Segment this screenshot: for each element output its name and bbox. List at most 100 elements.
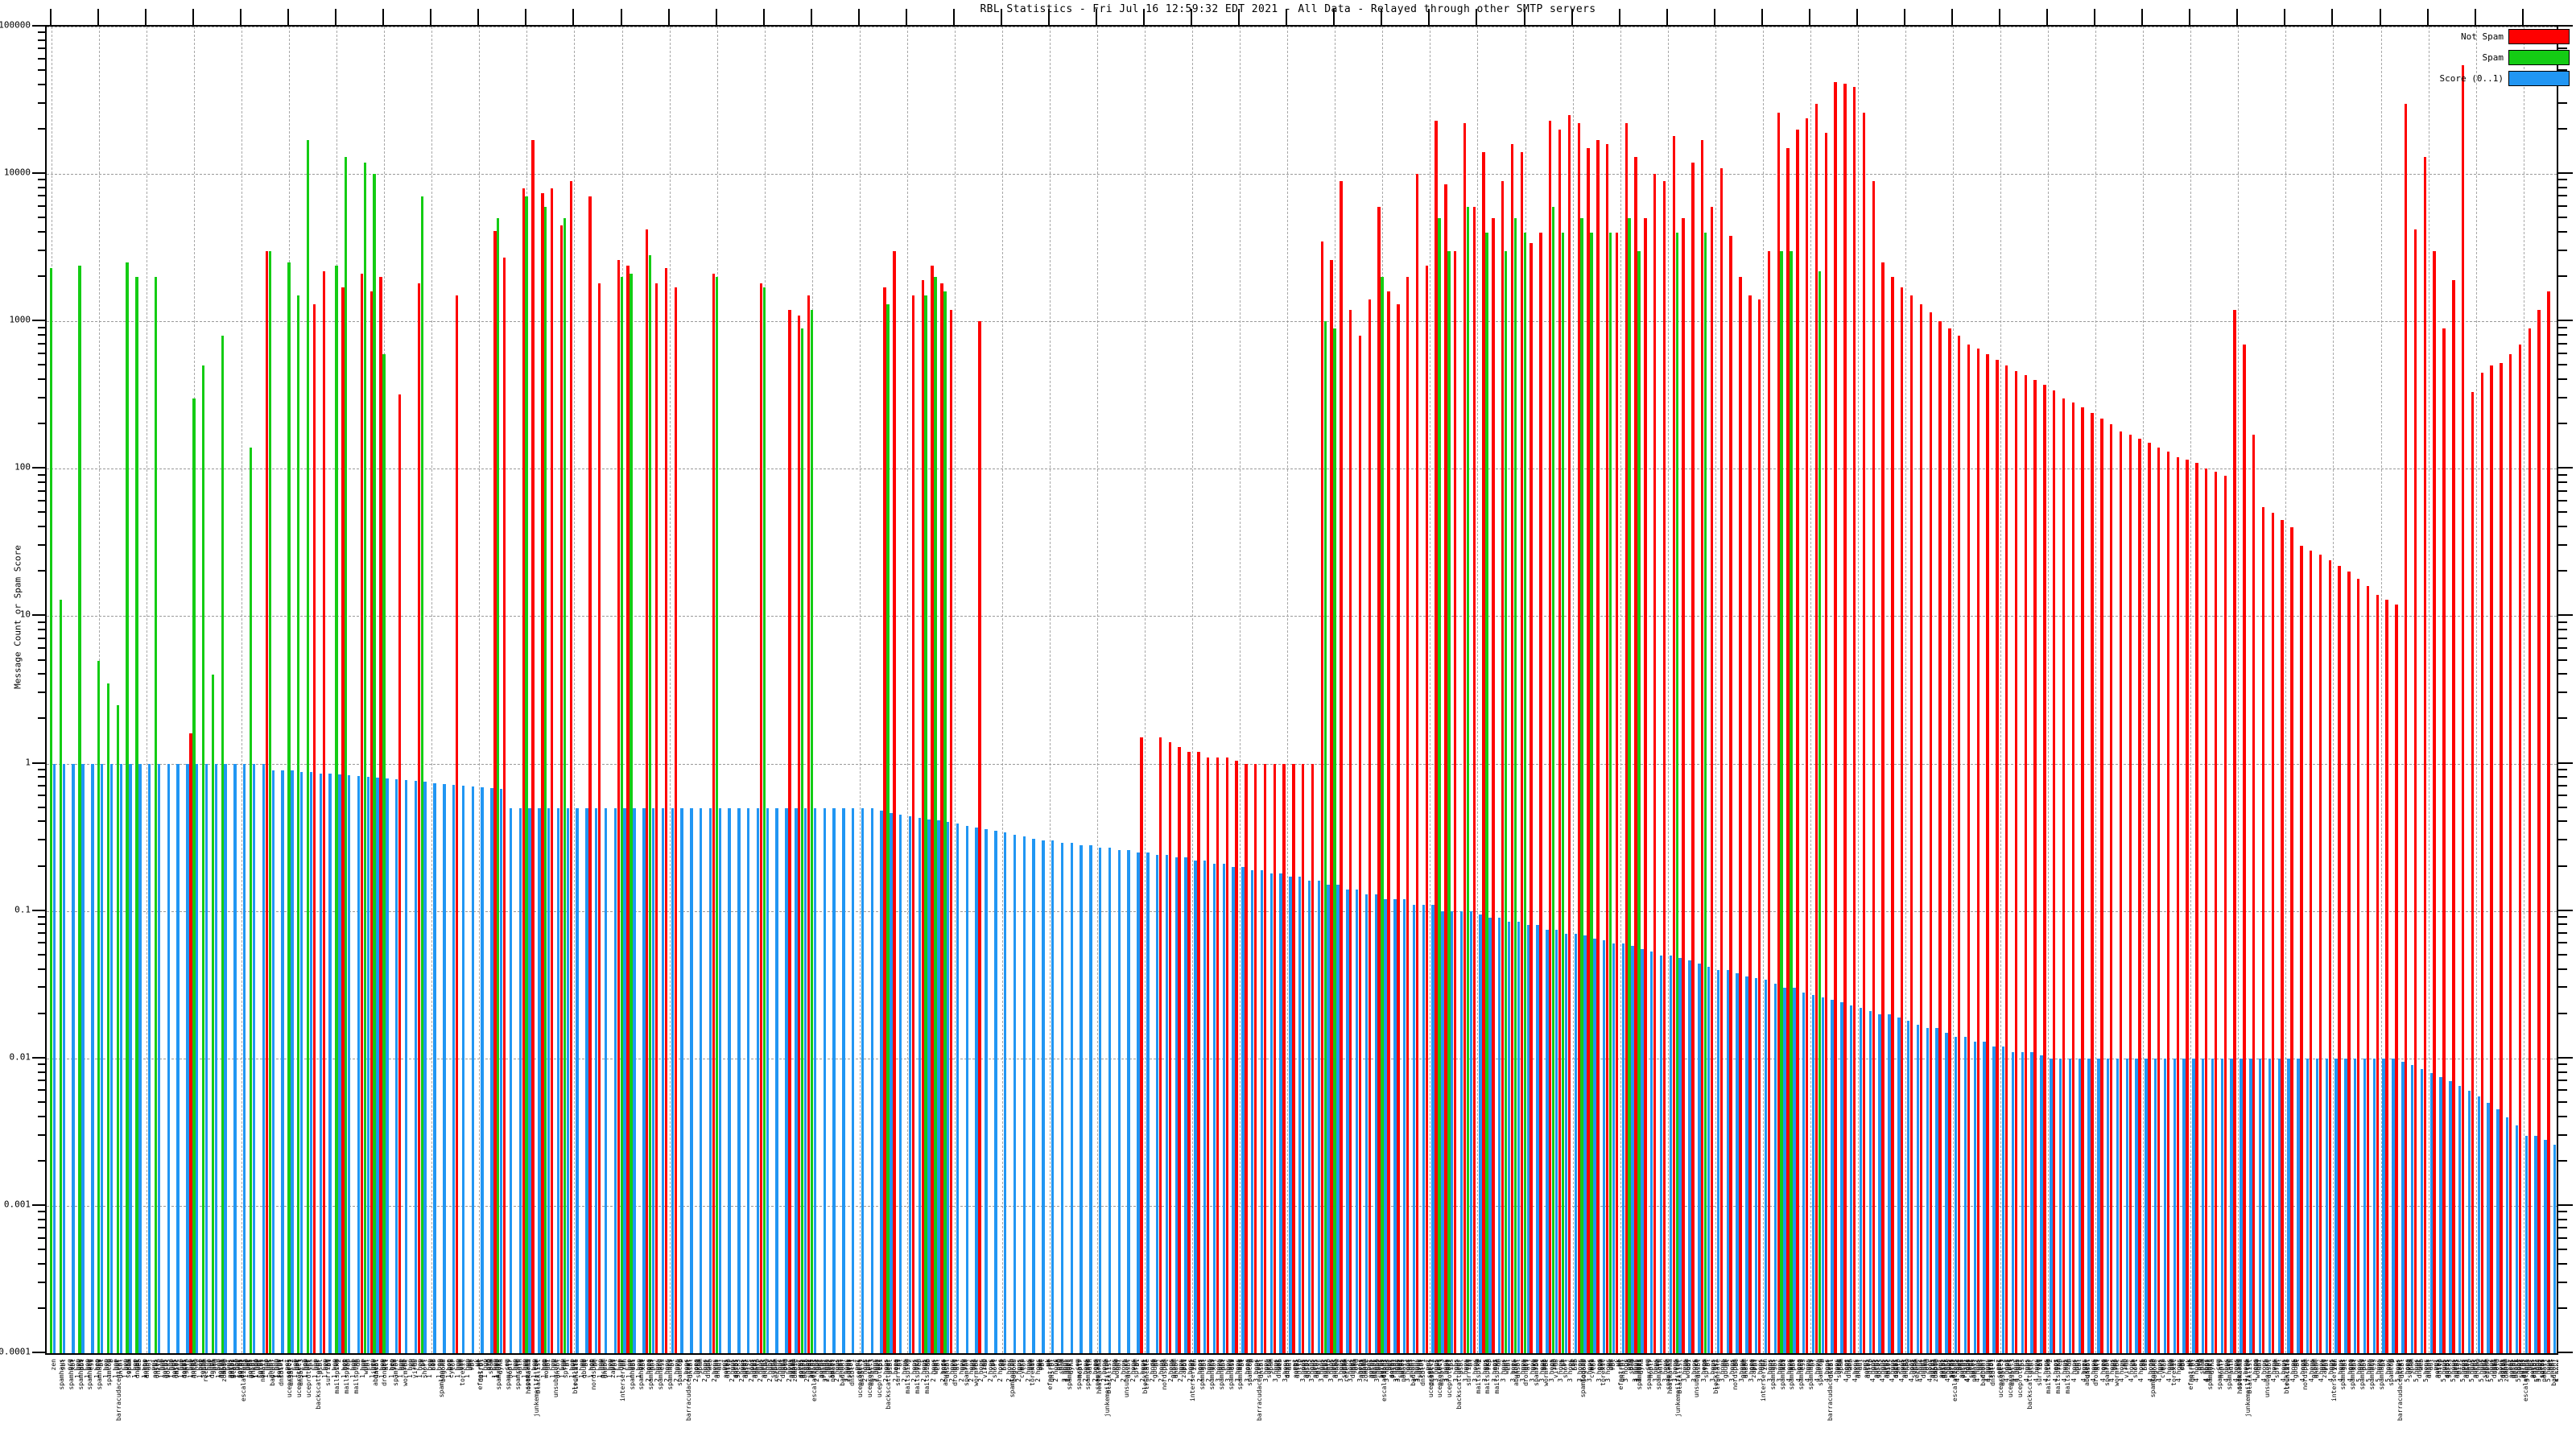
bar-score[interactable] (1174, 857, 1178, 1353)
bar-not-spam[interactable] (360, 274, 364, 1353)
bar-score[interactable] (756, 807, 760, 1353)
bar-group[interactable] (1112, 27, 1121, 1353)
bar-score[interactable] (1868, 1010, 1872, 1353)
bar-group[interactable] (2233, 27, 2243, 1353)
bar-score[interactable] (243, 763, 246, 1353)
bar-group[interactable] (369, 27, 380, 1353)
bar-not-spam[interactable] (2405, 103, 2408, 1353)
bar-not-spam[interactable] (379, 277, 382, 1353)
bar-group[interactable] (1662, 27, 1673, 1353)
bar-not-spam[interactable] (369, 291, 373, 1353)
bar-score[interactable] (1764, 980, 1768, 1353)
bar-group[interactable] (2413, 27, 2424, 1353)
bar-not-spam[interactable] (1881, 262, 1885, 1353)
bar-not-spam[interactable] (2243, 344, 2246, 1353)
bar-group[interactable] (1387, 27, 1397, 1353)
bar-not-spam[interactable] (1796, 130, 1799, 1353)
bar-score[interactable] (1707, 966, 1711, 1353)
bar-not-spam[interactable] (2290, 527, 2293, 1353)
bar-not-spam[interactable] (617, 260, 621, 1353)
bar-score[interactable] (1963, 1037, 1967, 1353)
bar-score[interactable] (2410, 1065, 2414, 1353)
bar-score[interactable] (2021, 1052, 2025, 1353)
bar-score[interactable] (1289, 877, 1292, 1353)
bar-not-spam[interactable] (2233, 309, 2236, 1353)
bar-group[interactable] (1510, 27, 1521, 1353)
bar-not-spam[interactable] (1492, 218, 1495, 1353)
bar-group[interactable] (722, 27, 732, 1353)
bar-group[interactable] (2252, 27, 2262, 1353)
bar-group[interactable] (408, 27, 418, 1353)
bar-not-spam[interactable] (1909, 295, 1913, 1353)
bar-group[interactable] (664, 27, 675, 1353)
bar-not-spam[interactable] (1206, 757, 1210, 1353)
bar-score[interactable] (728, 807, 731, 1353)
bar-spam[interactable] (382, 353, 386, 1353)
bar-score[interactable] (1459, 910, 1463, 1353)
bar-score[interactable] (937, 820, 940, 1353)
bar-group[interactable] (2528, 27, 2538, 1353)
bar-score[interactable] (1013, 834, 1017, 1353)
bar-group[interactable] (1996, 27, 2005, 1353)
bar-group[interactable] (522, 27, 532, 1353)
bar-score[interactable] (2145, 1058, 2148, 1353)
bar-group[interactable] (1777, 27, 1787, 1353)
bar-group[interactable] (484, 27, 493, 1353)
bar-not-spam[interactable] (1510, 143, 1514, 1353)
bar-not-spam[interactable] (2518, 344, 2522, 1353)
bar-score[interactable] (1374, 894, 1377, 1353)
bar-score[interactable] (1022, 836, 1026, 1353)
bar-score[interactable] (842, 807, 845, 1353)
bar-score[interactable] (319, 773, 322, 1353)
bar-group[interactable] (2347, 27, 2357, 1353)
bar-group[interactable] (674, 27, 684, 1353)
bar-spam[interactable] (800, 328, 804, 1353)
bar-score[interactable] (1593, 938, 1596, 1353)
bar-group[interactable] (1150, 27, 1159, 1353)
bar-score[interactable] (1241, 866, 1245, 1353)
bar-not-spam[interactable] (1996, 359, 1999, 1353)
bar-score[interactable] (1336, 885, 1340, 1353)
bar-group[interactable] (341, 27, 351, 1353)
bar-group[interactable] (2214, 27, 2224, 1353)
bar-score[interactable] (1307, 881, 1311, 1353)
bar-group[interactable] (569, 27, 580, 1353)
bar-score[interactable] (2230, 1058, 2233, 1353)
bar-score[interactable] (1973, 1041, 1977, 1353)
bar-not-spam[interactable] (1245, 763, 1248, 1353)
bar-spam[interactable] (1523, 232, 1526, 1353)
bar-group[interactable] (227, 27, 237, 1353)
bar-group[interactable] (142, 27, 151, 1353)
bar-not-spam[interactable] (2461, 64, 2465, 1353)
bar-not-spam[interactable] (1719, 167, 1724, 1353)
bar-group[interactable] (703, 27, 712, 1353)
bar-score[interactable] (775, 807, 778, 1353)
bar-score[interactable] (2258, 1058, 2262, 1353)
bar-not-spam[interactable] (2109, 424, 2113, 1353)
bar-group[interactable] (1567, 27, 1578, 1353)
bar-not-spam[interactable] (1757, 299, 1761, 1353)
bar-score[interactable] (908, 815, 912, 1353)
bar-group[interactable] (1901, 27, 1910, 1353)
bar-spam[interactable] (296, 295, 300, 1353)
bar-group[interactable] (2195, 27, 2205, 1353)
bar-group[interactable] (2537, 27, 2547, 1353)
bar-group[interactable] (1644, 27, 1653, 1353)
bar-score[interactable] (1906, 1021, 1910, 1353)
bar-score[interactable] (1716, 969, 1720, 1353)
bar-group[interactable] (855, 27, 865, 1353)
bar-not-spam[interactable] (1957, 335, 1961, 1353)
bar-spam[interactable] (306, 139, 310, 1353)
bar-group[interactable] (1691, 27, 1701, 1353)
bar-score[interactable] (1422, 905, 1425, 1353)
bar-not-spam[interactable] (1777, 113, 1780, 1353)
bar-not-spam[interactable] (1320, 241, 1324, 1353)
bar-score[interactable] (899, 815, 902, 1353)
bar-score[interactable] (956, 824, 960, 1353)
bar-group[interactable] (1216, 27, 1226, 1353)
bar-not-spam[interactable] (1453, 250, 1457, 1353)
bar-not-spam[interactable] (2366, 586, 2370, 1353)
bar-group[interactable] (1187, 27, 1197, 1353)
bar-spam[interactable] (201, 365, 205, 1353)
bar-group[interactable] (1881, 27, 1891, 1353)
